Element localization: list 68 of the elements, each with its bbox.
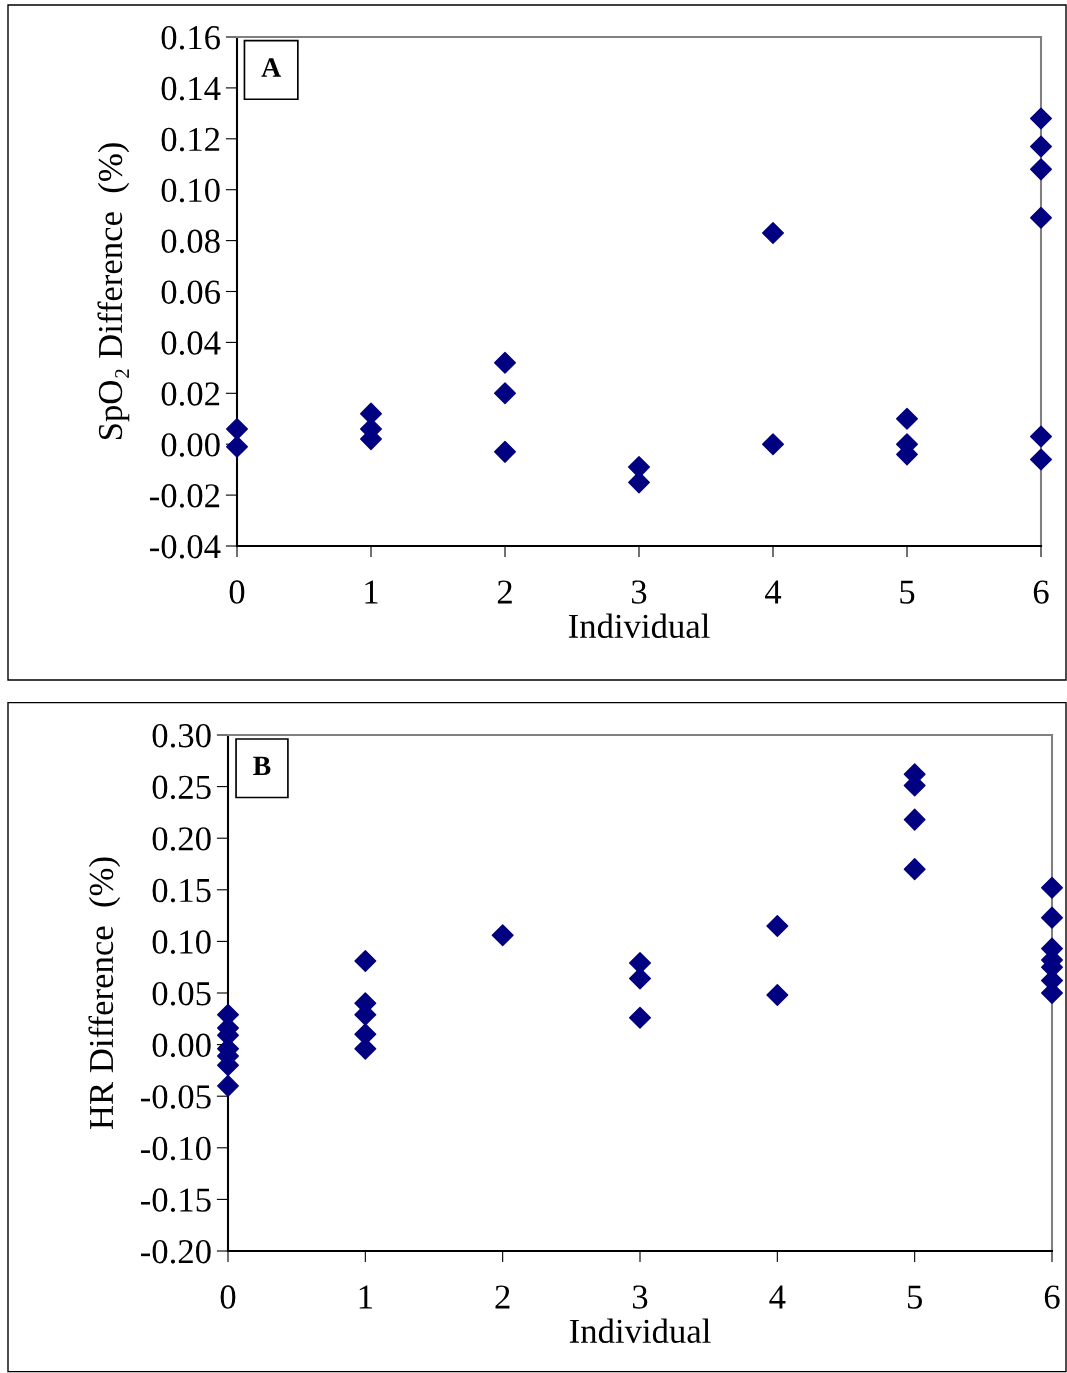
x-tick-label: 6	[1033, 580, 1049, 604]
point	[217, 1074, 239, 1097]
point	[1041, 876, 1063, 899]
point	[1030, 206, 1052, 229]
y-tick-label: -0.05	[140, 1085, 211, 1109]
point	[629, 1006, 651, 1029]
x-tick-label: 5	[900, 580, 915, 604]
x-axis-title: Individual	[569, 1318, 711, 1344]
point	[903, 808, 926, 831]
x-axis-title: Individual	[568, 613, 710, 639]
y-tick-label: 0.02	[161, 382, 220, 406]
y-tick-label: 0.14	[161, 76, 221, 101]
point	[896, 407, 918, 430]
y-tick-label: 0.10	[161, 178, 220, 203]
point	[1030, 425, 1052, 448]
y-tick-label: -0.04	[149, 534, 221, 559]
point	[354, 950, 377, 973]
point	[766, 984, 789, 1007]
point	[762, 221, 784, 244]
point	[1030, 107, 1052, 130]
point	[1030, 448, 1052, 471]
x-tick-label: 2	[497, 580, 512, 604]
point	[1030, 135, 1052, 158]
point	[1030, 158, 1052, 181]
point	[494, 351, 516, 374]
y-axis-title: SpO₂ Difference (%)	[97, 143, 130, 440]
x-tick-label: 1	[365, 580, 378, 604]
y-tick-label: 0.25	[152, 775, 211, 800]
y-tick-label: -0.10	[140, 1136, 211, 1161]
x-tick-label: 5	[908, 1285, 922, 1309]
y-tick-label: 0.10	[152, 930, 211, 954]
x-tick-label: 3	[632, 1285, 648, 1309]
x-tick-label: 2	[495, 1285, 510, 1309]
y-tick-label: 0.30	[152, 723, 211, 748]
x-tick-label: 0	[220, 1285, 236, 1309]
y-tick-label: -0.15	[140, 1188, 211, 1212]
y-tick-label: 0.20	[152, 827, 211, 851]
x-tick-label: 6	[1044, 1285, 1060, 1309]
x-tick-label: 3	[631, 580, 647, 604]
y-tick-label: 0.12	[161, 127, 220, 152]
y-tick-label: 0.15	[152, 878, 211, 903]
y-tick-label: 0.04	[161, 331, 221, 355]
x-tick-label: 0	[229, 580, 245, 604]
y-tick-label: 0.08	[161, 229, 220, 254]
y-tick-label: 0.00	[161, 433, 220, 457]
point	[903, 858, 926, 881]
x-tick-label: 1	[359, 1285, 372, 1309]
point	[494, 440, 516, 463]
point	[762, 433, 784, 456]
y-tick-label: 0.00	[152, 1033, 211, 1058]
y-tick-label: -0.02	[149, 484, 220, 508]
annotation: B	[253, 756, 271, 775]
point	[494, 382, 516, 405]
point	[766, 914, 789, 937]
y-tick-label: 0.06	[161, 280, 220, 305]
annotation: A	[261, 58, 281, 77]
y-tick-label: -0.20	[140, 1239, 211, 1264]
x-tick-label: 4	[769, 1285, 786, 1309]
y-axis-title: HR Difference (%)	[88, 857, 121, 1130]
point	[1041, 906, 1063, 929]
x-tick-label: 4	[765, 580, 782, 604]
point	[491, 924, 514, 947]
y-tick-label: 0.16	[161, 25, 220, 50]
point	[226, 435, 248, 458]
point	[628, 471, 650, 494]
y-tick-label: 0.05	[152, 981, 211, 1006]
point	[629, 967, 651, 990]
point	[226, 417, 248, 440]
